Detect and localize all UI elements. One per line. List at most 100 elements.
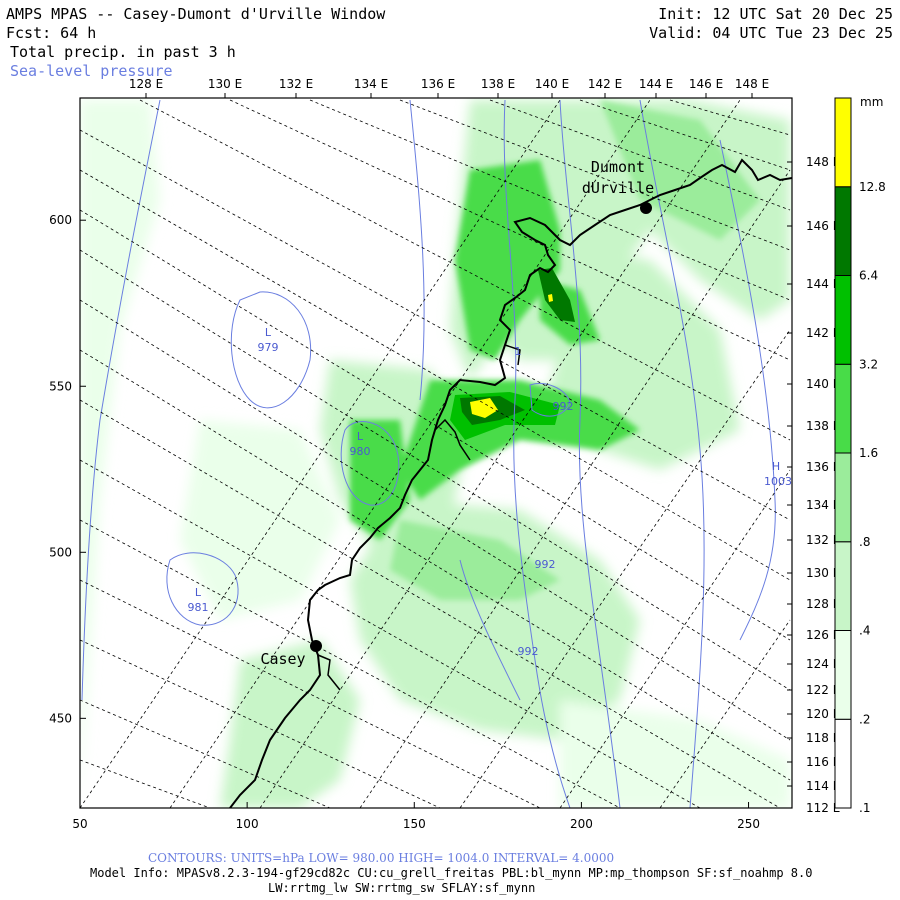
top-longitude-label: 148 E	[735, 77, 769, 91]
pressure-contour-label: 1	[515, 345, 522, 358]
pressure-center-type: L	[357, 430, 364, 443]
colorbar-label: .1	[859, 801, 870, 815]
grid-line	[80, 639, 441, 808]
forecast-hour: Fcst: 64 h	[6, 24, 96, 42]
top-longitude-label: 136 E	[421, 77, 455, 91]
pressure-contour	[719, 139, 776, 641]
latlon-grid	[80, 99, 791, 808]
colorbar-segment	[834, 186, 852, 276]
pressure-center-type: H	[772, 460, 780, 473]
grid-line	[80, 349, 791, 781]
right-longitude-label: 122 E	[806, 683, 840, 697]
grid-line	[169, 99, 651, 808]
top-longitude-label: 138 E	[481, 77, 515, 91]
valid-time: Valid: 04 UTC Tue 23 Dec 25	[649, 24, 893, 42]
precip-area-medium	[350, 420, 410, 540]
x-grid-label: 100	[236, 817, 259, 831]
grid-line	[359, 169, 791, 808]
colorbar-segment	[834, 452, 852, 543]
grid-line	[139, 99, 791, 441]
colorbar-label: .8	[859, 535, 870, 549]
right-longitude-label: 128 E	[806, 597, 840, 611]
grid-line	[459, 329, 791, 808]
y-grid-label: 500	[49, 545, 72, 559]
place-label-casey: Casey	[260, 650, 305, 668]
pressure-contour-label: 992	[553, 400, 574, 413]
precip-area-light	[180, 420, 340, 620]
pressure-contour	[503, 99, 571, 808]
pressure-contour	[459, 559, 521, 701]
right-longitude-label: 142 E	[806, 326, 840, 340]
top-longitude-labels: 128 E 130 E 132 E 134 E 136 E 138 E 140 E 142 E…	[129, 77, 769, 98]
model-info: Model Info: MPASv8.2.3-194-gf29cd82c CU:…	[90, 866, 812, 880]
right-longitude-label: 138 E	[806, 419, 840, 433]
pressure-contour	[81, 99, 161, 701]
precip-area-medium	[455, 160, 560, 360]
pressure-center-value: 979	[258, 341, 279, 354]
grid-line	[80, 759, 211, 808]
grid-line	[579, 99, 791, 171]
grid-line	[229, 99, 791, 361]
x-grid-label: 50	[72, 817, 87, 831]
colorbar-label: .2	[859, 712, 870, 726]
right-longitude-label: 130 E	[806, 566, 840, 580]
precip-area-light	[80, 100, 160, 808]
pressure-contour-label: 992	[535, 558, 556, 571]
x-grid-labels: 50 100 150 200 250	[72, 802, 760, 831]
precip-core-yellow	[548, 294, 553, 302]
top-longitude-label: 128 E	[129, 77, 163, 91]
pressure-contour	[529, 383, 571, 417]
pressure-center-value: 981	[188, 601, 209, 614]
grid-line	[80, 249, 791, 691]
colorbar-label: .4	[859, 624, 870, 638]
precip-area-heavy	[538, 268, 575, 322]
colorbar-label: 1.6	[859, 446, 878, 460]
right-longitude-label: 132 E	[806, 533, 840, 547]
x-grid-label: 250	[737, 817, 760, 831]
colorbar-label: 3.2	[859, 357, 878, 371]
overlay-name: Sea-level pressure	[10, 62, 173, 80]
right-longitude-label: 126 E	[806, 628, 840, 642]
right-longitude-label: 112 E	[806, 801, 840, 815]
grid-line	[309, 99, 791, 301]
place-label-dumont: Dumont	[591, 158, 645, 176]
grid-line	[80, 209, 791, 641]
precip-shading	[80, 100, 790, 808]
colorbar-label: 12.8	[859, 180, 886, 194]
init-time: Init: 12 UTC Sat 20 Dec 25	[658, 5, 893, 23]
grid-line	[80, 579, 541, 808]
grid-line	[559, 469, 791, 808]
right-longitude-label: 120 E	[806, 707, 840, 721]
casey-station-marker	[310, 640, 322, 652]
colorbar-segment	[834, 718, 852, 809]
precip-core-yellow	[470, 398, 498, 418]
colorbar: .1 .2 .4 .8 1.6 3.2 6.4 12.8	[834, 97, 886, 815]
right-longitude-label: 136 E	[806, 460, 840, 474]
pressure-contours	[81, 99, 776, 808]
pressure-center-type: L	[195, 586, 202, 599]
top-longitude-label: 132 E	[279, 77, 313, 91]
y-grid-label: 450	[49, 711, 72, 725]
x-grid-label: 200	[570, 817, 593, 831]
right-longitude-label: 140 E	[806, 377, 840, 391]
top-longitude-label: 134 E	[354, 77, 388, 91]
coastline-path	[229, 158, 792, 808]
grid-line	[80, 299, 791, 741]
pressure-contour	[639, 99, 705, 808]
right-longitude-label: 116 E	[806, 755, 840, 769]
colorbar-unit: mm	[860, 95, 883, 109]
grid-line	[80, 99, 561, 808]
y-grid-labels: 600 550 500 450	[49, 213, 86, 725]
colorbar-segment	[834, 541, 852, 631]
colorbar-segment	[834, 97, 852, 188]
x-grid-label: 150	[403, 817, 426, 831]
grid-line	[80, 519, 621, 808]
coastline-path	[317, 344, 521, 691]
pressure-contour	[166, 552, 239, 626]
right-longitude-label: 124 E	[806, 657, 840, 671]
top-longitude-label: 140 E	[535, 77, 569, 91]
pressure-contour	[409, 99, 425, 401]
right-longitude-label: 134 E	[806, 498, 840, 512]
dumont-station-marker	[640, 202, 652, 214]
